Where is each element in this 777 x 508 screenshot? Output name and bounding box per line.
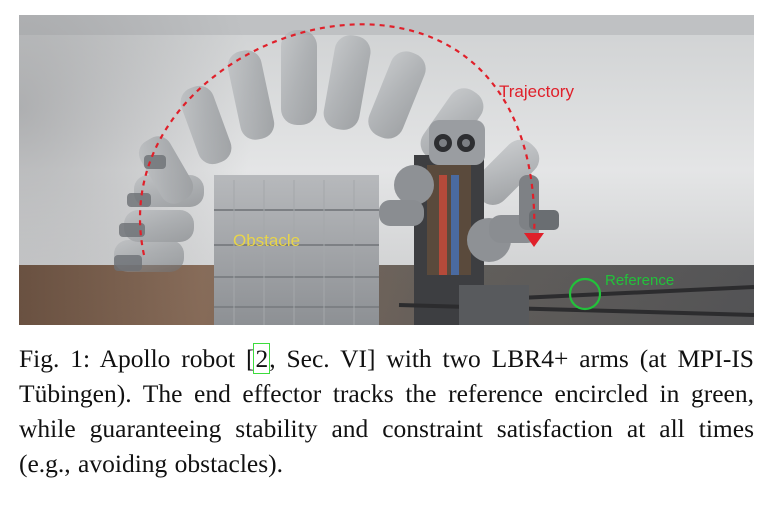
- trajectory-label: Trajectory: [499, 82, 574, 101]
- obstacle-label: Obstacle: [233, 231, 300, 250]
- caption-prefix: Fig. 1: Apollo robot [: [19, 344, 255, 373]
- reference-label: Reference: [605, 272, 674, 289]
- caption-text: , Sec. VI] with two LBR4+ arms (at MPI-I…: [19, 344, 754, 478]
- citation-link[interactable]: 2: [253, 343, 271, 374]
- figure-caption: Fig. 1: Apollo robot [2, Sec. VI] with t…: [19, 341, 754, 481]
- citation-number[interactable]: 2: [253, 343, 271, 374]
- robot-photo: Trajectory Obstacle Reference: [19, 15, 754, 325]
